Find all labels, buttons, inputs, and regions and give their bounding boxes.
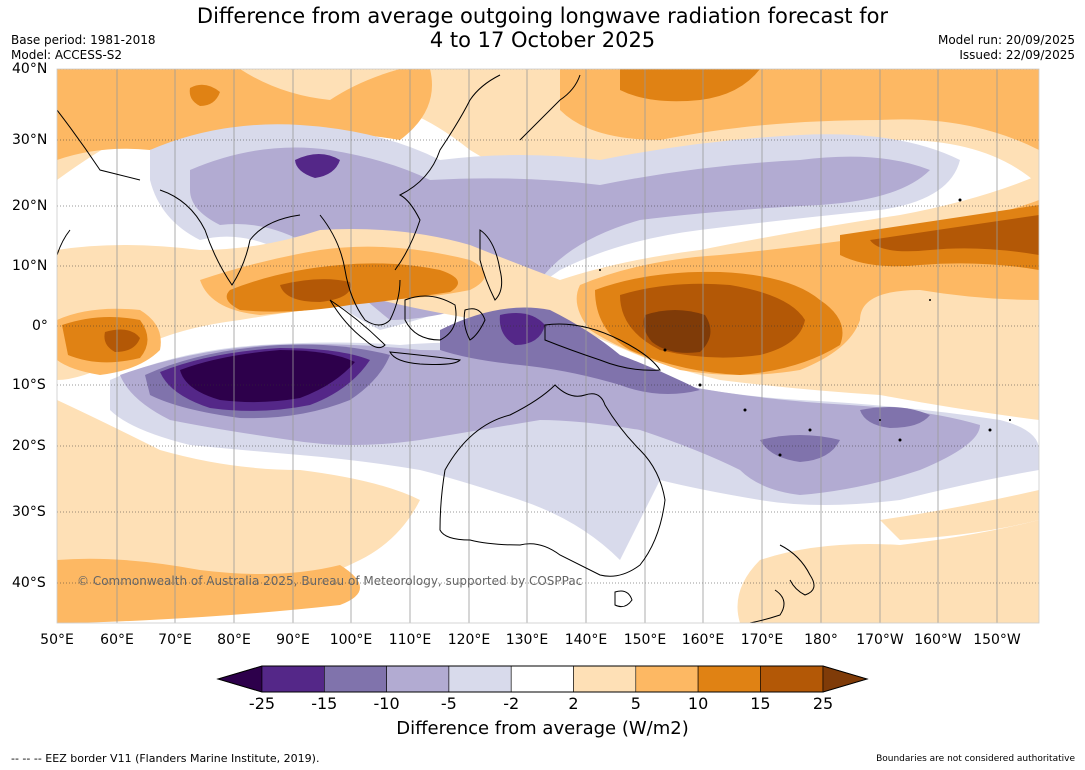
lat-label-40s: 40°S [12,575,46,591]
colorbar-tick-6: 5 [630,694,641,713]
colorbar-tick-9: 25 [812,694,834,713]
japan-coastline [519,74,581,141]
india-coastline [159,189,301,286]
lon-label-130e: 130°E [505,632,549,648]
title-line-2: 4 to 17 October 2025 [429,28,656,52]
anomaly-west-indian-core [104,329,140,352]
lon-label-120e: 120°E [447,632,491,648]
lon-label-150w: 150°W [973,632,1021,648]
anomaly-spcz-moderate-2 [860,406,930,428]
map-title: Difference from average outgoing longwav… [0,4,1085,52]
anomaly-himalaya-positive [189,84,220,106]
model-name: Model: ACCESS-S2 [11,48,123,62]
colorbar-label: Difference from average (W/m2) [396,718,689,739]
lat-label-30n: 30°N [12,132,48,148]
lon-label-50e: 50°E [40,632,74,648]
tasmania-coastline [614,590,633,608]
lon-label-140e: 140°E [564,632,608,648]
lon-label-60e: 60°E [100,632,134,648]
lon-label-80e: 80°E [217,632,251,648]
anomaly-tibet-negative [295,154,340,178]
coastlines [57,74,815,623]
anomaly-asia-positive [57,69,432,160]
lon-label-170w: 170°W [856,632,904,648]
lon-label-180: 180° [804,632,838,648]
map-frame [56,68,1040,624]
copyright-notice: © Commonwealth of Australia 2025, Bureau… [77,574,583,588]
anomaly-indian-ocean-negative-core [180,350,355,403]
lat-label-40n: 40°N [12,61,48,77]
colorbar-tick-1: -15 [311,694,338,713]
issued-date: Issued: 22/09/2025 [959,48,1075,62]
lon-label-90e: 90°E [276,632,310,648]
eez-legend: -- -- -- EEZ border V11 (Flanders Marine… [11,752,320,765]
new-zealand-coastline [749,544,815,623]
sumatra-coastline [329,299,386,349]
australia-coastline [439,384,666,577]
anomaly-south-pacific-positive [880,490,1039,540]
borneo-coastline [404,295,457,341]
colorbar-tick-3: -5 [440,694,457,713]
anomaly-indonesia-negative-strong [499,312,545,345]
lon-label-160w: 160°W [914,632,962,648]
colorbar-tick-5: 2 [568,694,579,713]
new-guinea-coastline [544,323,661,371]
java-coastline [389,351,461,365]
colorbar-tick-2: -10 [373,694,400,713]
anomaly-field [57,69,1039,623]
title-line-1: Difference from average outgoing longwav… [196,4,889,28]
lat-label-10n: 10°N [12,258,48,274]
africa-coastline [57,229,71,256]
meridians [116,69,998,623]
boundary-note: Boundaries are not considered authoritat… [876,754,1075,764]
lat-label-10s: 10°S [12,377,46,393]
base-period: Base period: 1981-2018 [11,33,156,47]
lat-label-20n: 20°N [12,198,48,214]
colorbar-tick-7: 10 [687,694,709,713]
lat-label-30s: 30°S [12,504,46,520]
lon-label-170e: 170°E [740,632,784,648]
model-run: Model run: 20/09/2025 [937,33,1075,47]
run-info: Model run: 20/09/2025 Issued: 22/09/2025 [938,33,1075,63]
lon-label-110e: 110°E [388,632,432,648]
southeast-asia-coastline [319,74,501,326]
sulawesi-coastline [463,308,486,341]
model-info: Base period: 1981-2018 Model: ACCESS-S2 [11,33,156,63]
colorbar-tick-8: 15 [750,694,771,713]
anomaly-south-indian-positive [57,400,420,615]
philippines-coastline [479,229,503,301]
anomaly-npacific-strong [620,69,760,102]
anomaly-south-indian-positive-moderate [57,558,360,623]
colorbar-tick-4: -2 [503,694,520,713]
anomaly-thailand-strong [280,279,351,302]
lat-label-20s: 20°S [12,438,46,454]
lon-label-160e: 160°E [681,632,725,648]
lon-label-100e: 100°E [329,632,373,648]
colorbar-tick-0: -25 [248,694,276,713]
anomaly-equatorial-pacific-max [643,310,711,353]
lon-label-70e: 70°E [158,632,192,648]
anomaly-tasman-positive [737,520,1039,623]
lat-label-equator: 0° [32,318,48,334]
pacific-islands [599,198,1011,457]
lon-label-150e: 150°E [623,632,667,648]
arabia-coastline [57,109,141,181]
